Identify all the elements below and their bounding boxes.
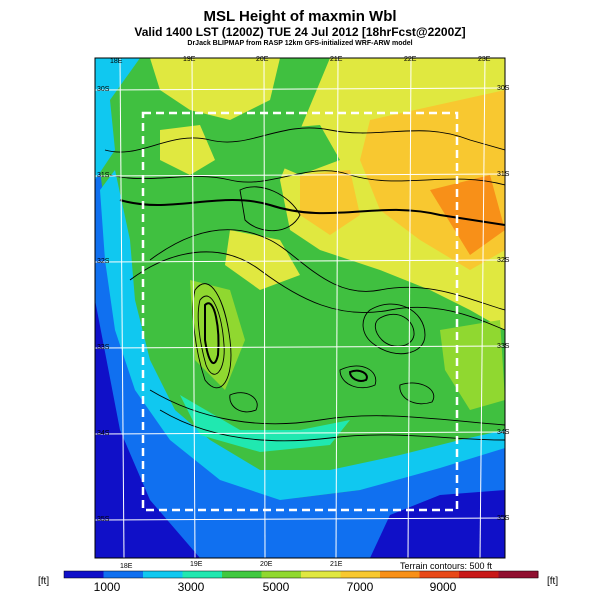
colorbar-label: 7000 bbox=[346, 580, 374, 594]
lon-label-top: 23E bbox=[478, 56, 491, 63]
colorbar-swatch bbox=[103, 571, 144, 578]
lat-label-right: 35S bbox=[497, 515, 510, 522]
lat-label-left: 30S bbox=[97, 86, 110, 93]
lon-label-bottom: 19E bbox=[190, 561, 203, 568]
colorbar-swatch bbox=[143, 571, 183, 578]
lon-label-top: 21E bbox=[330, 56, 343, 63]
colorbar-unit-left: [ft] bbox=[38, 576, 50, 587]
lat-label-left: 31S bbox=[97, 172, 110, 179]
colorbar-swatch bbox=[340, 571, 381, 578]
lat-label-left: 34S bbox=[97, 430, 110, 437]
lat-label-right: 34S bbox=[497, 429, 510, 436]
lat-label-right: 33S bbox=[497, 343, 510, 350]
colorbar-swatch bbox=[301, 571, 341, 578]
lat-label-left: 32S bbox=[97, 258, 110, 265]
colorbar-swatch bbox=[498, 571, 539, 578]
colorbar-swatch bbox=[459, 571, 499, 578]
lat-lon-grid bbox=[95, 58, 505, 558]
lon-label-top: 20E bbox=[256, 56, 269, 63]
map-frame bbox=[94, 57, 506, 559]
colorbar-unit-right: [ft] bbox=[547, 576, 559, 587]
colorbar-label: 5000 bbox=[262, 580, 290, 594]
colorbar-label: 9000 bbox=[429, 580, 457, 594]
lon-label-bottom: 18E bbox=[120, 563, 133, 570]
lat-label-right: 31S bbox=[497, 171, 510, 178]
colorbar-swatch bbox=[182, 571, 223, 578]
lon-label-top: 22E bbox=[404, 56, 417, 63]
colorbar-swatch bbox=[222, 571, 262, 578]
inner-domain-boundary bbox=[141, 111, 459, 512]
lon-label-bottom: 20E bbox=[260, 561, 273, 568]
lat-label-left: 33S bbox=[97, 344, 110, 351]
lon-label-top: 19E bbox=[183, 56, 196, 63]
lat-label-right: 30S bbox=[497, 85, 510, 92]
valid-time-subtitle: Valid 1400 LST (1200Z) TUE 24 Jul 2012 [… bbox=[134, 25, 466, 39]
colorbar-swatch bbox=[419, 571, 460, 578]
model-credits: DrJack BLIPMAP from RASP 12km GFS-initia… bbox=[187, 40, 413, 47]
lat-label-left: 35S bbox=[97, 516, 110, 523]
colorbar-swatch bbox=[261, 571, 302, 578]
colorbar-swatch bbox=[380, 571, 420, 578]
map-title: MSL Height of maxmin Wbl bbox=[203, 8, 397, 25]
height-field bbox=[95, 58, 505, 558]
colorbar-label: 1000 bbox=[93, 580, 121, 594]
terrain-contour-note: Terrain contours: 500 ft bbox=[400, 561, 493, 571]
terrain-contours-major bbox=[119, 199, 505, 382]
colorbar-swatch bbox=[64, 571, 104, 578]
colorbar-border bbox=[63, 570, 539, 579]
lat-label-right: 32S bbox=[497, 257, 510, 264]
colorbar-label: 3000 bbox=[177, 580, 205, 594]
lon-label-top: 18E bbox=[110, 58, 123, 65]
lon-label-bottom: 21E bbox=[330, 561, 343, 568]
color-scale-bar bbox=[63, 570, 539, 579]
